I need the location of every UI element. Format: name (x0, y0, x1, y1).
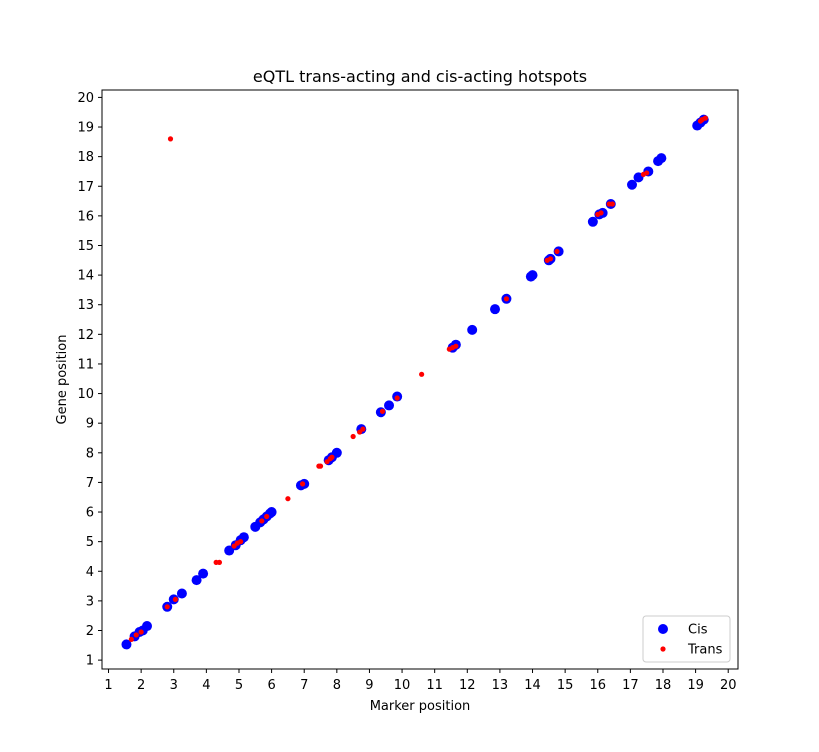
legend-marker-trans (660, 646, 666, 652)
trans-point (453, 343, 459, 349)
y-tick-label: 13 (77, 298, 94, 313)
trans-point (554, 248, 560, 255)
trans-point (350, 433, 356, 440)
cis-point (121, 639, 132, 650)
trans-point (598, 210, 604, 216)
y-tick-label: 5 (86, 535, 94, 550)
trans-point (264, 513, 270, 520)
x-tick-label: 3 (170, 678, 178, 693)
trans-point (644, 170, 650, 176)
legend-label-trans: Trans (687, 643, 723, 658)
x-tick-label: 6 (267, 678, 275, 693)
x-tick-label: 9 (365, 678, 373, 693)
x-tick-label: 13 (492, 678, 509, 693)
trans-point (503, 296, 510, 302)
x-axis-label: Marker position (370, 699, 471, 714)
y-axis-label: Gene position (55, 335, 70, 425)
y-tick-label: 18 (77, 150, 94, 165)
trans-point (285, 496, 291, 502)
trans-point (133, 632, 139, 638)
cis-point (656, 153, 667, 164)
x-tick-label: 18 (655, 678, 672, 693)
x-axis-ticks: 1 2 3 4 5 6 7 8 9 10 11 12 13 14 15 16 17 18 19 20 (104, 669, 736, 693)
x-tick-label: 16 (589, 678, 606, 693)
cis-point (490, 304, 501, 315)
y-tick-label: 4 (86, 565, 94, 580)
trans-point (128, 636, 134, 642)
trans-point (609, 201, 616, 207)
cis-point (191, 575, 202, 586)
y-tick-label: 15 (77, 239, 94, 254)
legend-marker-cis (658, 624, 668, 634)
x-tick-label: 20 (720, 678, 737, 693)
x-tick-label: 5 (235, 678, 243, 693)
points-layer (121, 114, 709, 650)
y-tick-label: 20 (77, 91, 94, 106)
x-tick-label: 8 (333, 678, 341, 693)
cis-point (142, 621, 153, 632)
trans-point (299, 481, 306, 487)
trans-point (329, 454, 335, 460)
trans-point (164, 604, 170, 610)
x-tick-label: 14 (524, 678, 541, 693)
trans-point (172, 596, 178, 603)
x-tick-label: 4 (202, 678, 210, 693)
cis-point (384, 400, 395, 411)
cis-point (198, 568, 209, 579)
cis-point (331, 447, 342, 458)
y-tick-label: 10 (77, 387, 94, 402)
y-tick-label: 8 (86, 446, 94, 461)
trans-point (259, 518, 265, 524)
x-tick-label: 1 (104, 678, 112, 693)
y-tick-label: 7 (86, 476, 94, 491)
cis-point (527, 270, 538, 281)
chart-title: eQTL trans-acting and cis-acting hotspot… (253, 67, 587, 86)
x-tick-label: 15 (557, 678, 574, 693)
plot-frame (101, 89, 739, 670)
cis-point (266, 507, 277, 518)
y-tick-label: 9 (86, 417, 94, 432)
trans-point (394, 395, 400, 401)
y-tick-label: 12 (77, 328, 94, 343)
y-tick-label: 14 (77, 269, 94, 284)
x-tick-label: 19 (687, 678, 704, 693)
legend-label-cis: Cis (688, 623, 708, 638)
trans-point (167, 136, 174, 142)
cis-point (587, 216, 598, 227)
trans-point (138, 629, 144, 635)
trans-point (702, 115, 708, 121)
y-tick-label: 11 (77, 357, 94, 372)
trans-point (419, 371, 425, 377)
x-tick-label: 17 (622, 678, 639, 693)
trans-point (216, 559, 223, 565)
cis-point (467, 324, 478, 335)
x-tick-label: 12 (459, 678, 476, 693)
trans-point (317, 463, 324, 469)
x-tick-label: 2 (137, 678, 145, 693)
y-tick-label: 1 (86, 654, 94, 669)
y-tick-label: 2 (86, 624, 94, 639)
x-tick-label: 11 (426, 678, 443, 693)
y-tick-label: 6 (86, 506, 94, 521)
y-tick-label: 19 (77, 121, 94, 136)
cis-point (176, 588, 187, 599)
trans-point (360, 426, 366, 432)
y-tick-label: 3 (86, 594, 94, 609)
trans-point (547, 256, 554, 262)
trans-point (379, 408, 386, 414)
legend: Cis Trans (642, 615, 731, 663)
y-tick-label: 16 (77, 209, 94, 224)
x-tick-label: 10 (394, 678, 411, 693)
x-tick-label: 7 (300, 678, 308, 693)
cis-point (627, 179, 637, 190)
y-tick-label: 17 (77, 180, 94, 195)
trans-point (238, 539, 244, 545)
